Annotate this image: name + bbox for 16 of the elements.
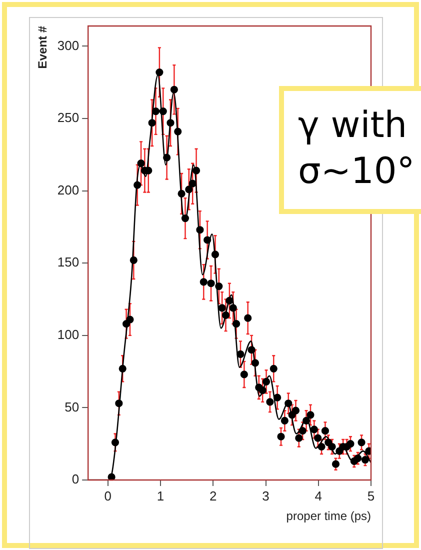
x-tick-label: 5 bbox=[367, 488, 375, 504]
y-tick-label: 300 bbox=[57, 38, 80, 53]
x-tick-label: 2 bbox=[210, 488, 217, 504]
x-tick-label: 4 bbox=[314, 488, 322, 504]
y-tick-label: 0 bbox=[72, 472, 80, 487]
y-tick-label: 200 bbox=[57, 182, 80, 198]
y-axis-title: Event # bbox=[36, 26, 50, 69]
x-axis-title: proper time (ps) bbox=[286, 509, 371, 524]
x-tick-label: 0 bbox=[104, 488, 112, 504]
y-tick-label: 250 bbox=[57, 110, 80, 126]
annotation: γ with σ~10° bbox=[279, 86, 421, 214]
y-tick-label: 100 bbox=[57, 326, 80, 342]
x-tick-label: 1 bbox=[156, 488, 164, 504]
x-tick-label: 3 bbox=[262, 488, 270, 504]
y-tick-label: 50 bbox=[64, 399, 80, 414]
y-tick-label: 150 bbox=[57, 254, 80, 270]
